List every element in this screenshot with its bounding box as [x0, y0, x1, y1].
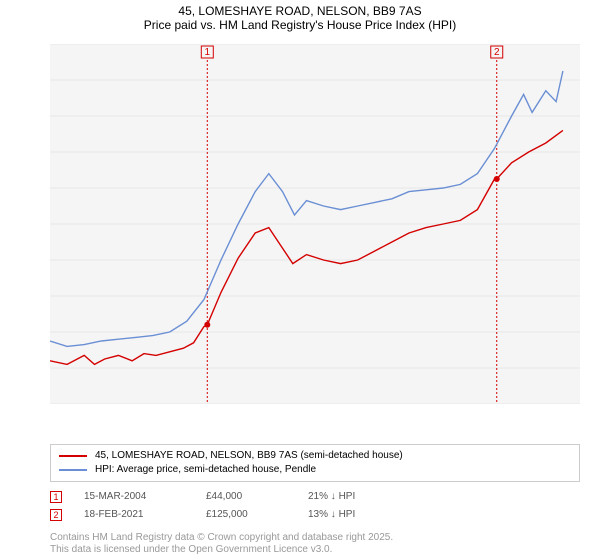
event-row: 2 18-FEB-2021 £125,000 13% ↓ HPI [50, 506, 580, 524]
event-row: 1 15-MAR-2004 £44,000 21% ↓ HPI [50, 488, 580, 506]
event-marker: 1 [50, 491, 62, 503]
svg-text:1: 1 [205, 47, 211, 58]
event-price: £125,000 [206, 506, 286, 524]
legend-swatch [59, 455, 87, 457]
legend-label: 45, LOMESHAYE ROAD, NELSON, BB9 7AS (sem… [95, 449, 403, 463]
event-delta: 13% ↓ HPI [308, 506, 428, 524]
legend-item: HPI: Average price, semi-detached house,… [59, 463, 571, 477]
legend-item: 45, LOMESHAYE ROAD, NELSON, BB9 7AS (sem… [59, 449, 571, 463]
attribution-line: Contains HM Land Registry data © Crown c… [50, 532, 580, 544]
event-marker: 2 [50, 509, 62, 521]
page-subtitle: Price paid vs. HM Land Registry's House … [0, 18, 600, 32]
chart-legend: 45, LOMESHAYE ROAD, NELSON, BB9 7AS (sem… [50, 444, 580, 482]
legend-swatch [59, 469, 87, 471]
svg-text:2: 2 [494, 47, 500, 58]
legend-label: HPI: Average price, semi-detached house,… [95, 463, 316, 477]
page-title: 45, LOMESHAYE ROAD, NELSON, BB9 7AS [0, 0, 600, 18]
event-date: 15-MAR-2004 [84, 488, 184, 506]
attribution: Contains HM Land Registry data © Crown c… [50, 532, 580, 556]
attribution-line: This data is licensed under the Open Gov… [50, 544, 580, 556]
event-price: £44,000 [206, 488, 286, 506]
event-delta: 21% ↓ HPI [308, 488, 428, 506]
event-date: 18-FEB-2021 [84, 506, 184, 524]
event-table: 1 15-MAR-2004 £44,000 21% ↓ HPI 2 18-FEB-2021… [50, 488, 580, 524]
price-chart: £0£20K£40K£60K£80K£100K£120K£140K£160K£1… [50, 44, 580, 404]
